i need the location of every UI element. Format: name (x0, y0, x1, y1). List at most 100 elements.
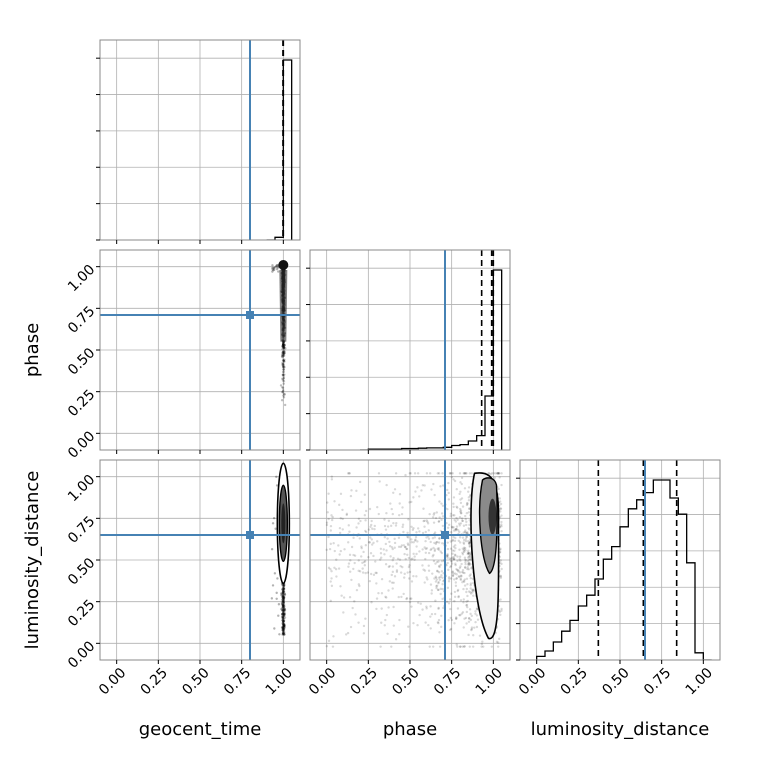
scatter-point (282, 352, 285, 355)
scatter-point (464, 472, 467, 475)
scatter-point (468, 561, 471, 565)
x-tick-label: 0.75 (641, 665, 674, 698)
scatter-point (384, 595, 387, 599)
scatter-point (283, 344, 286, 347)
scatter-point (468, 553, 472, 557)
scatter-point (338, 531, 342, 535)
scatter-point (460, 575, 463, 578)
x-tick-label: 1.00 (473, 665, 506, 698)
scatter-point (427, 569, 431, 572)
scatter-point (457, 575, 461, 578)
scatter-point (465, 512, 469, 515)
scatter-point (467, 562, 471, 565)
scatter-point (469, 563, 472, 566)
scatter-point (418, 530, 421, 533)
scatter-point (358, 537, 361, 540)
scatter-point (281, 373, 285, 377)
scatter-point (489, 473, 492, 476)
scatter-point (376, 540, 379, 543)
scatter-point (357, 621, 360, 624)
scatter-point (374, 560, 377, 563)
scatter-point (465, 577, 469, 580)
scatter-point (451, 552, 454, 555)
scatter-point (454, 520, 457, 523)
scatter-point (282, 344, 285, 347)
scatter-point (439, 485, 442, 488)
scatter-point (432, 553, 435, 557)
scatter-point (281, 626, 285, 629)
scatter-point (283, 616, 287, 619)
scatter-point (281, 619, 285, 622)
scatter-point (438, 631, 441, 634)
scatter-point (446, 526, 450, 529)
scatter-point (281, 620, 285, 624)
scatter-point (456, 555, 459, 558)
scatter-point (282, 632, 285, 635)
scatter-point (458, 536, 462, 539)
scatter-point (283, 403, 287, 407)
scatter-point (449, 531, 453, 534)
scatter-point (456, 559, 459, 563)
scatter-point (452, 505, 455, 509)
scatter-point (417, 601, 420, 604)
scatter-point (461, 611, 465, 614)
scatter-point (459, 481, 462, 484)
scatter-point (430, 488, 433, 491)
scatter-point (282, 585, 285, 588)
scatter-point (468, 645, 472, 648)
scatter-point (461, 645, 465, 648)
scatter-point (282, 393, 286, 396)
scatter-point (279, 592, 283, 595)
scatter-point (391, 559, 394, 562)
scatter-point (282, 613, 286, 616)
scatter-point (427, 551, 431, 555)
scatter-point (283, 607, 286, 611)
scatter-point (282, 608, 285, 611)
scatter-point (437, 560, 440, 563)
scatter-point (463, 530, 467, 534)
scatter-point (429, 540, 432, 544)
scatter-point (282, 623, 285, 627)
scatter-point (428, 472, 432, 475)
scatter-point (458, 571, 462, 574)
scatter-point (359, 519, 362, 523)
scatter-point (327, 639, 331, 643)
scatter-point (341, 508, 344, 512)
scatter-point (466, 559, 470, 563)
y-tick-label: 1.00 (65, 262, 98, 295)
scatter-point (447, 481, 450, 485)
scatter-point (413, 558, 416, 561)
scatter-point (456, 506, 459, 509)
scatter-point (466, 605, 469, 609)
histogram-geocent_time (266, 59, 293, 240)
scatter-point (282, 604, 286, 608)
scatter-point (396, 557, 400, 560)
scatter-point (281, 626, 284, 629)
scatter-point (395, 521, 398, 525)
scatter-point (282, 628, 285, 632)
scatter-point (375, 571, 378, 575)
scatter-point (394, 472, 398, 475)
scatter-point (325, 548, 328, 552)
scatter-point (474, 612, 477, 615)
scatter-point (451, 549, 454, 552)
scatter-point (432, 482, 435, 486)
scatter-point (282, 598, 285, 602)
scatter-point (372, 573, 376, 577)
scatter-point (281, 606, 285, 609)
scatter-point (357, 569, 360, 573)
scatter-point (476, 618, 480, 621)
scatter-point (450, 475, 454, 479)
scatter-point (450, 592, 453, 595)
scatter-point (282, 619, 285, 623)
scatter-point (441, 576, 444, 579)
scatter-point (331, 645, 335, 648)
scatter-point (274, 265, 277, 269)
scatter-point (461, 519, 464, 522)
scatter-point (282, 359, 285, 362)
scatter-point (451, 556, 454, 559)
scatter-point (281, 627, 285, 630)
density-strip (279, 270, 288, 342)
scatter-point (468, 545, 471, 548)
scatter-point (464, 518, 467, 521)
